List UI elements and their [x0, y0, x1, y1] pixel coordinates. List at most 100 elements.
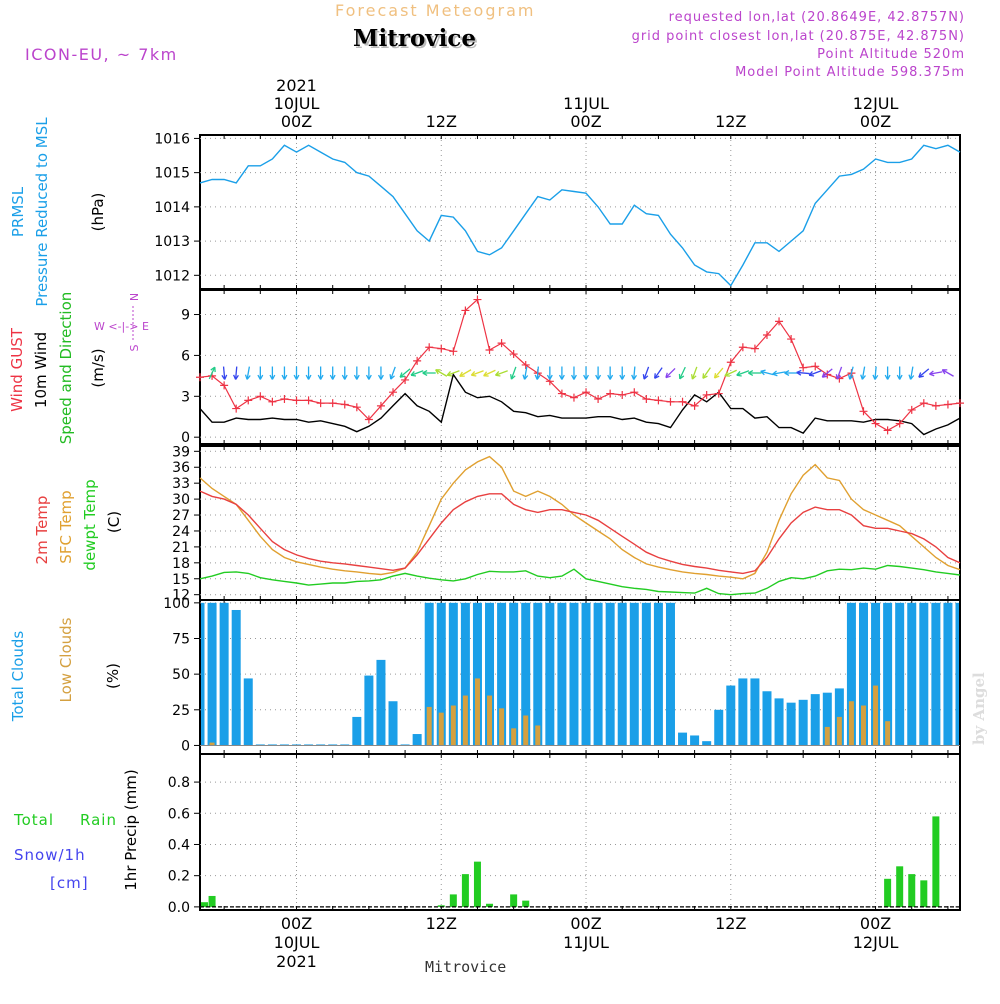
temperature-ytick-label: 39 — [172, 444, 190, 460]
wind-direction-arrowhead — [724, 371, 730, 377]
wind-direction-arrowhead — [221, 374, 228, 380]
precip-ytick-label: 0.6 — [168, 806, 190, 822]
pressure-panel: 1012 1013 1014 1015 1016 — [154, 131, 961, 290]
wind-direction-arrowhead — [510, 374, 516, 380]
wind-direction-arrowhead — [558, 374, 565, 380]
rain-bar — [920, 880, 928, 907]
wind-direction-arrowhead — [796, 369, 802, 376]
total-cloud-bar — [653, 602, 663, 746]
precip-frame — [199, 753, 961, 911]
total-cloud-bar — [702, 741, 712, 746]
wind-direction-arrowhead — [736, 371, 742, 377]
wind-direction-arrowhead — [847, 374, 854, 380]
total-cloud-bar — [497, 602, 507, 746]
precip-unit: 1hr Precip (mm) — [122, 769, 140, 890]
total-cloud-bar — [798, 699, 808, 746]
wind-direction-arrow — [665, 367, 676, 379]
gust-point — [497, 339, 506, 348]
rain-bar — [510, 894, 518, 907]
watermark: by Angel — [970, 672, 988, 745]
wind-direction-arrowhead — [808, 371, 815, 377]
bottom-time-label: 12JUL — [853, 933, 899, 952]
low-cloud-bar — [511, 728, 517, 746]
wind-direction-arrowhead — [422, 370, 428, 376]
total-cloud-bar — [738, 678, 748, 746]
top-time-label: 00Z — [860, 112, 891, 131]
total-cloud-bar — [786, 702, 796, 746]
bottom-time-label: 12Z — [715, 914, 746, 933]
wind-direction-arrowhead — [446, 371, 453, 377]
total-cloud-bar — [581, 602, 591, 746]
gust-point — [642, 395, 651, 404]
wind-direction-arrow — [836, 366, 843, 380]
wind-direction-arrowhead — [534, 374, 541, 380]
temperature-ytick-label: 24 — [172, 524, 190, 540]
wind-direction-arrow — [471, 370, 484, 376]
gust-point — [666, 397, 675, 406]
wind-direction-arrow — [679, 366, 686, 380]
precip-label-total: Total — [13, 811, 54, 829]
temperature-ytick-label: 36 — [172, 460, 190, 476]
dewpt-line — [199, 564, 961, 596]
wind-direction-arrowhead — [595, 374, 602, 380]
gust-point — [775, 317, 784, 326]
clouds-panel: 0 25 50 75 100 — [163, 596, 961, 755]
low-cloud-bar — [499, 708, 505, 746]
wind-direction-arrowhead — [494, 371, 501, 377]
gust-point — [606, 389, 615, 398]
wind-direction-arrowhead — [410, 371, 417, 377]
wind-direction-arrowhead — [329, 374, 336, 380]
total-cloud-bar — [364, 675, 374, 746]
wind-frame — [199, 289, 961, 445]
gust-point — [401, 375, 410, 384]
low-cloud-bar — [438, 712, 444, 746]
rain-bar — [201, 902, 208, 907]
top-time-label: 12Z — [715, 112, 746, 131]
low-cloud-bar — [885, 721, 891, 746]
gust-point — [871, 419, 880, 428]
total-cloud-bar — [726, 685, 736, 746]
wind-direction-arrow — [702, 367, 711, 379]
precip-ytick-label: 0.0 — [168, 900, 190, 916]
wind-direction-arrow — [222, 366, 226, 380]
wind-direction-arrowhead — [918, 372, 924, 378]
temperature-ytick-label: 15 — [172, 572, 190, 588]
gust-point — [919, 399, 928, 408]
bottom-time-label: 12Z — [426, 914, 457, 933]
gust-point — [304, 396, 313, 405]
gust-point — [726, 358, 735, 367]
total-cloud-bar — [919, 602, 929, 746]
gust-point — [256, 392, 265, 401]
wind-direction-arrow — [714, 367, 724, 379]
precip-label-cm: [cm] — [50, 874, 89, 892]
location-title: Mitrovice — [353, 25, 476, 52]
gust-point — [196, 373, 204, 382]
gust-point — [557, 389, 566, 398]
wind-direction-arrowhead — [642, 374, 649, 380]
clouds-labels: Total Clouds Low Clouds (%) — [9, 617, 122, 722]
gust-point — [690, 401, 699, 410]
gust-point — [630, 388, 639, 397]
wind-ytick-label: 0 — [181, 430, 190, 446]
wind-direction-arrow — [483, 369, 496, 377]
total-cloud-bar — [810, 694, 820, 746]
gust-point — [762, 330, 771, 339]
wind-direction-arrowhead — [281, 374, 288, 380]
wind-direction-arrowhead — [269, 374, 276, 380]
model-point-altitude: Model Point Altitude 598.375m — [735, 65, 965, 80]
total-cloud-bar — [485, 602, 495, 746]
total-cloud-bar — [509, 602, 519, 746]
gust-point — [509, 350, 518, 359]
cloud-label-low: Low Clouds — [57, 617, 75, 702]
gust-point — [943, 400, 952, 409]
wind-direction-arrowhead — [293, 374, 300, 380]
bottom-time-label: 00Z — [281, 914, 312, 933]
rain-bar — [449, 894, 457, 907]
total-cloud-bar — [352, 716, 362, 746]
wind-direction-arrowhead — [678, 373, 685, 380]
wind-direction-arrow — [772, 371, 786, 375]
wind-direction-arrowhead — [760, 369, 766, 376]
wind-direction-arrow — [234, 366, 238, 380]
rain-bar — [486, 903, 494, 907]
total-cloud-bar — [883, 602, 893, 746]
